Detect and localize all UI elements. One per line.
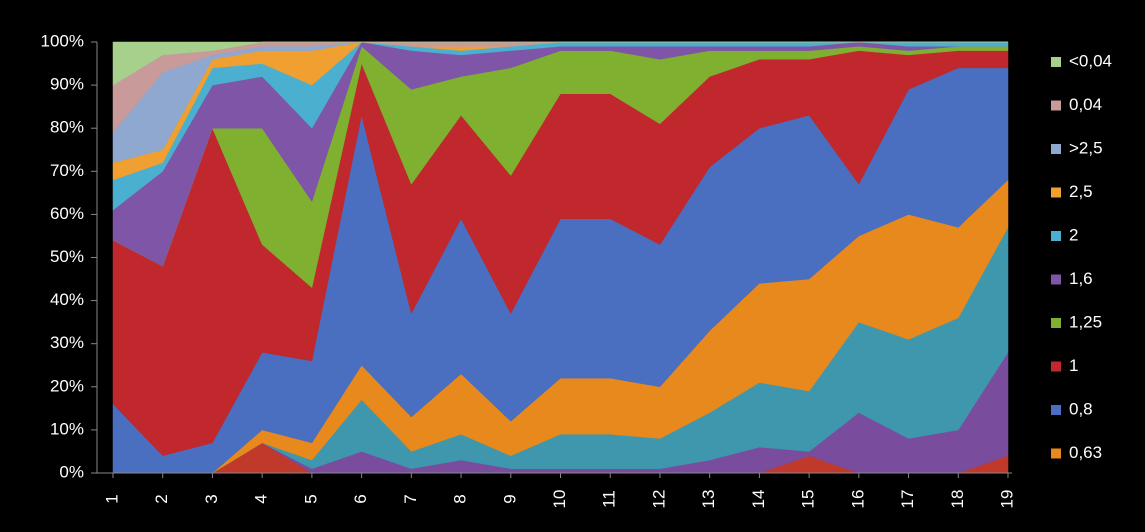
y-tick-label: 0% <box>59 462 84 481</box>
y-tick-label: 10% <box>50 419 84 438</box>
legend-label: 2 <box>1069 225 1078 244</box>
x-tick-label: 7 <box>401 494 420 503</box>
legend-swatch <box>1051 274 1061 285</box>
x-tick-label: 14 <box>749 490 768 509</box>
legend-swatch <box>1051 231 1061 241</box>
legend-label: >2,5 <box>1069 138 1103 157</box>
legend-swatch <box>1051 318 1061 328</box>
x-tick-label: 4 <box>252 494 271 503</box>
legend-label: 0,63 <box>1069 443 1102 462</box>
legend-swatch <box>1051 405 1061 415</box>
y-tick-label: 100% <box>41 31 84 50</box>
y-tick-label: 50% <box>50 247 84 266</box>
x-tick-label: 12 <box>649 490 668 509</box>
x-tick-label: 13 <box>699 490 718 509</box>
x-tick-label: 18 <box>948 490 967 509</box>
x-tick-label: 5 <box>301 494 320 503</box>
legend-swatch <box>1051 57 1061 67</box>
x-tick-label: 11 <box>600 490 619 508</box>
x-tick-label: 6 <box>351 494 370 503</box>
x-tick-label: 3 <box>202 494 221 503</box>
area <box>112 41 1008 86</box>
y-tick-label: 70% <box>50 161 84 180</box>
legend-swatch <box>1051 361 1061 372</box>
y-tick-label: 20% <box>50 376 84 395</box>
y-tick-label: 30% <box>50 333 84 352</box>
x-tick-label: 17 <box>898 490 917 509</box>
x-tick-label: 9 <box>500 494 519 503</box>
legend-swatch <box>1051 100 1061 111</box>
legend-label: 1,25 <box>1069 312 1102 331</box>
y-tick-label: 90% <box>50 75 84 94</box>
x-tick-label: 1 <box>102 494 121 503</box>
x-tick-label: 10 <box>550 490 569 509</box>
legend-label: 1,6 <box>1069 269 1093 288</box>
legend-swatch <box>1051 448 1061 459</box>
legend-swatch <box>1051 144 1061 154</box>
legend-swatch <box>1051 187 1061 198</box>
y-tick-label: 80% <box>50 118 84 137</box>
x-tick-label: 8 <box>451 494 470 503</box>
x-tick-label: 15 <box>799 490 818 509</box>
legend-label: 0,8 <box>1069 399 1093 418</box>
legend-label: 2,5 <box>1069 182 1093 201</box>
y-tick-label: 60% <box>50 204 84 223</box>
legend-label: <0,04 <box>1069 51 1112 70</box>
x-tick-label: 2 <box>152 494 171 503</box>
x-tick-label: 19 <box>997 490 1016 509</box>
legend-label: 1 <box>1069 356 1078 375</box>
y-tick-label: 40% <box>50 290 84 309</box>
x-tick-label: 16 <box>848 490 867 509</box>
legend-label: 0,04 <box>1069 95 1102 114</box>
